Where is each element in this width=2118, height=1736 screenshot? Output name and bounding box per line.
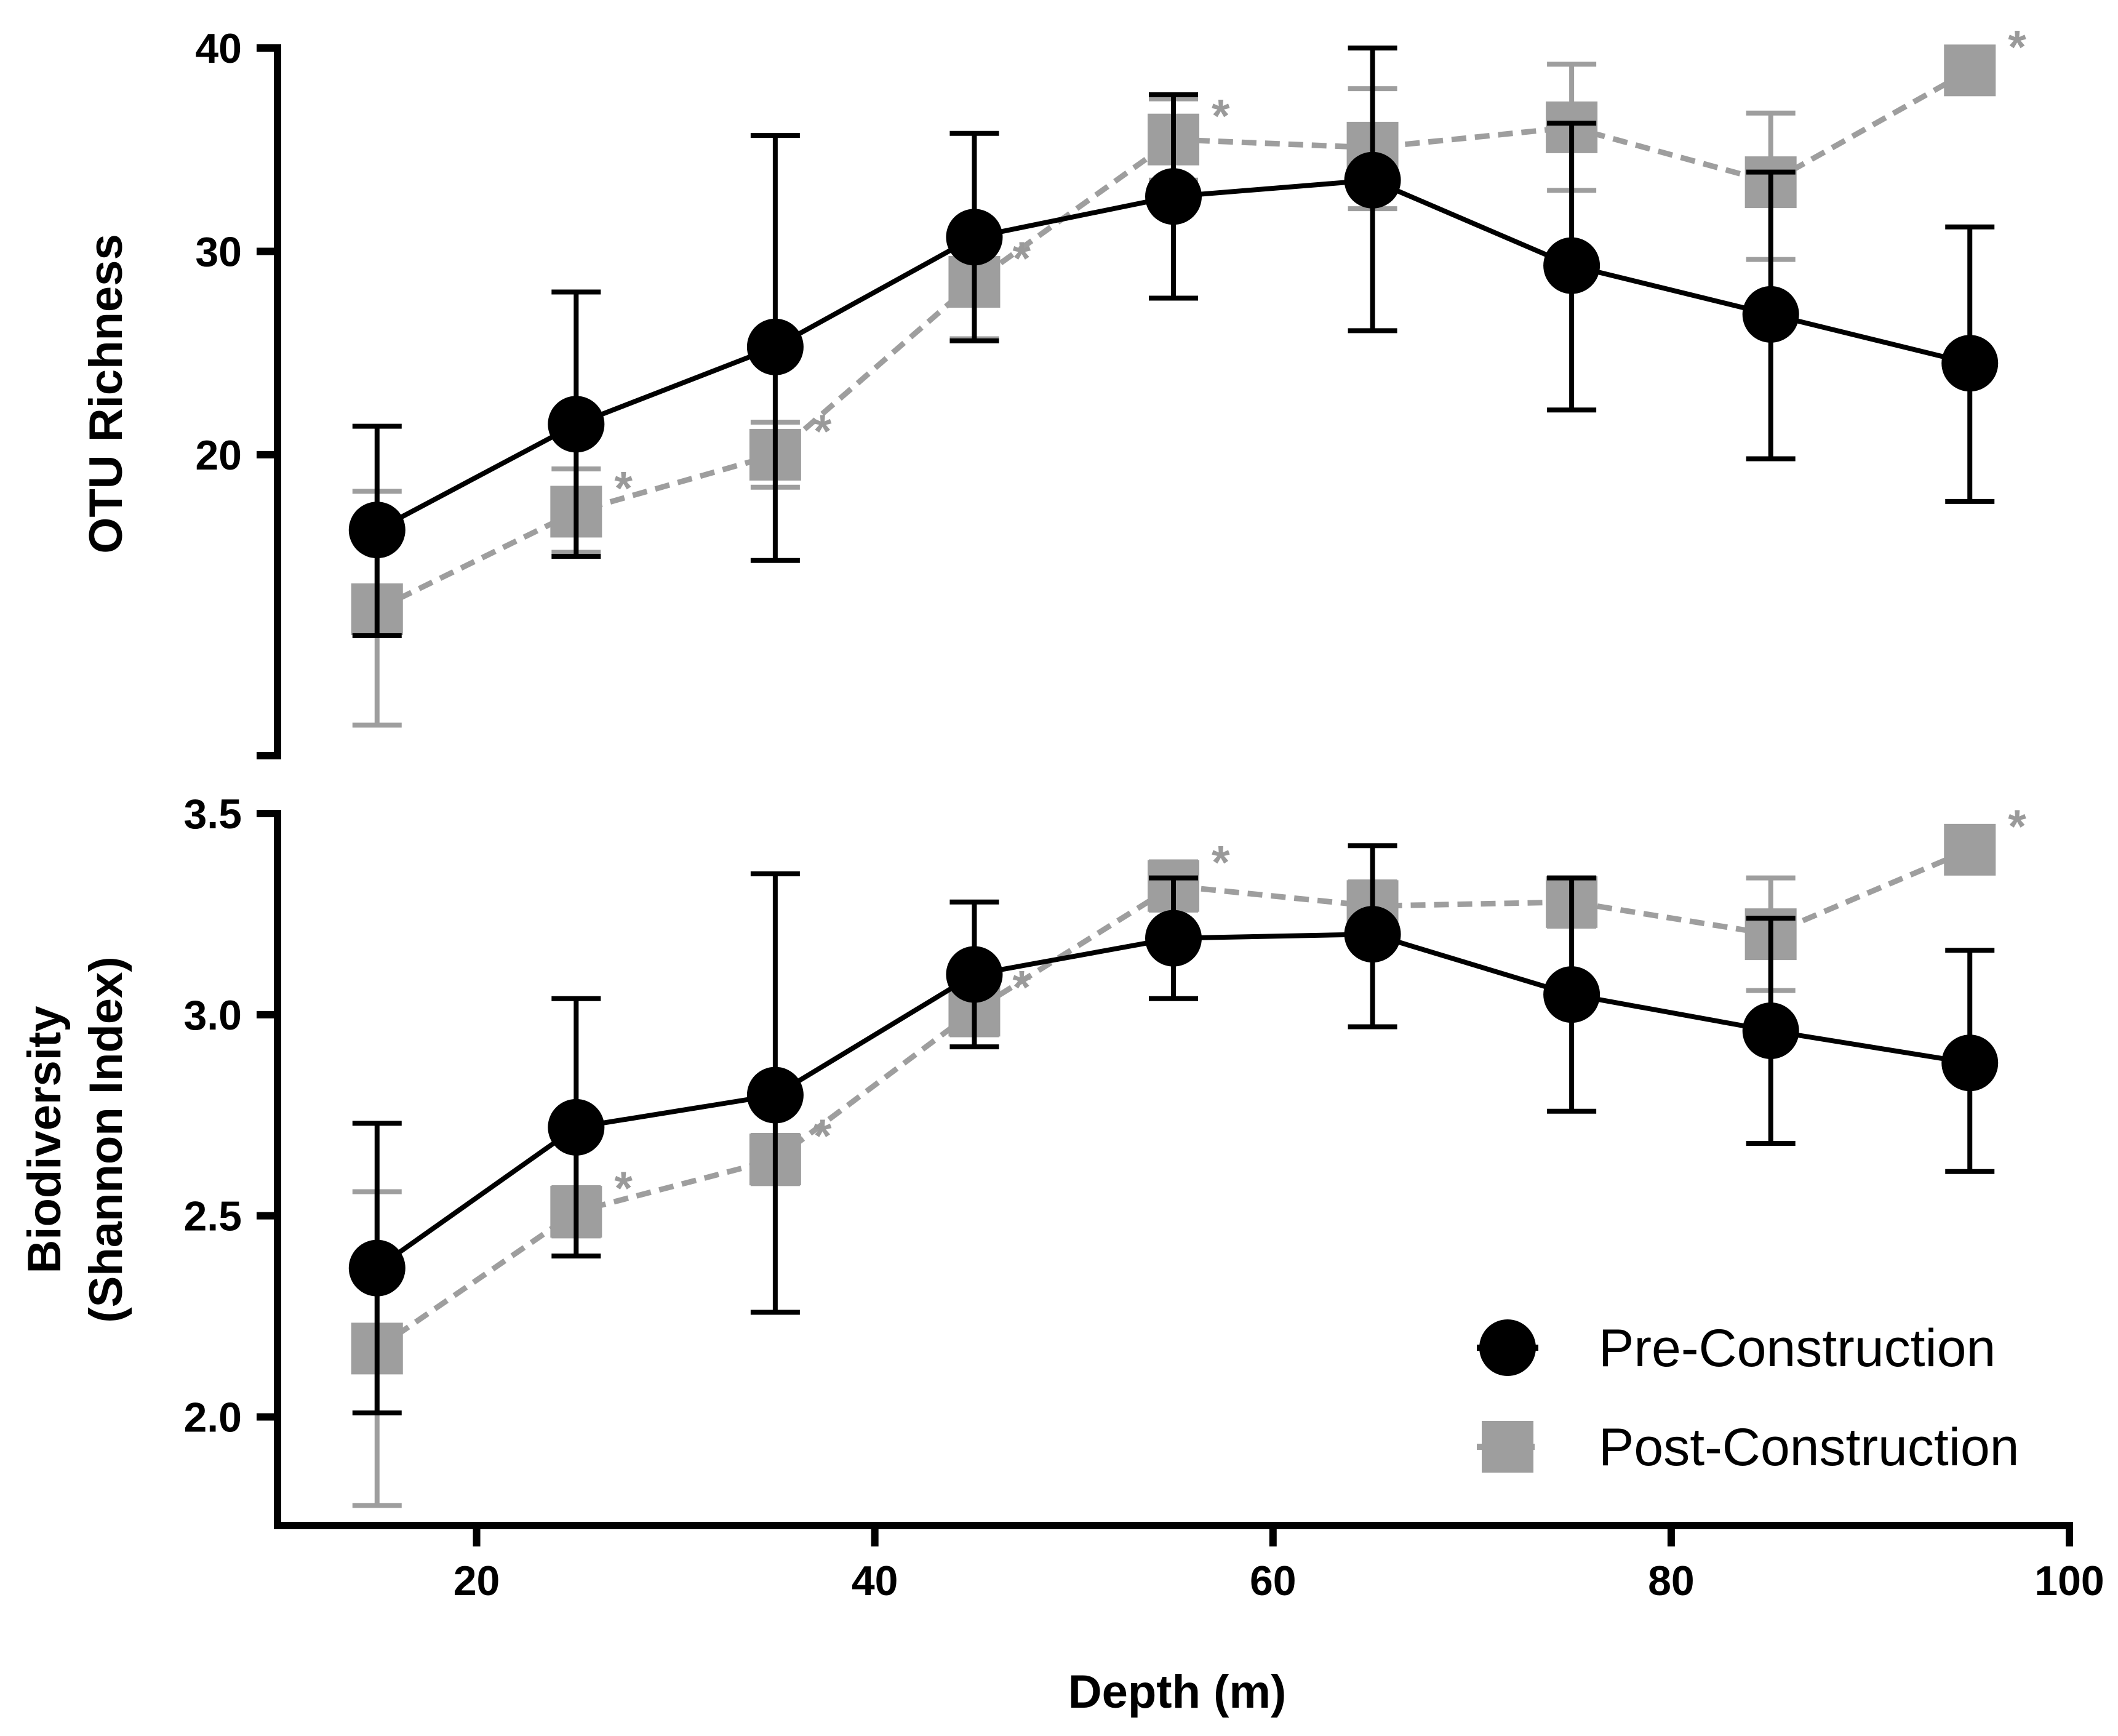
richness-significance-star: * xyxy=(2008,21,2026,73)
shannon-y-tick-label: 3.5 xyxy=(183,791,242,838)
x-tick-label: 100 xyxy=(2034,1558,2104,1604)
richness-pre-point xyxy=(1344,151,1401,209)
shannon-pre-point xyxy=(1344,906,1401,963)
shannon-y-tick-label: 2.5 xyxy=(183,1193,242,1240)
x-axis-title: Depth (m) xyxy=(1068,1666,1287,1718)
x-tick-label: 40 xyxy=(852,1558,898,1604)
richness-significance-star: * xyxy=(1012,233,1031,285)
richness-pre-point xyxy=(348,502,406,559)
shannon-pre-point xyxy=(548,1098,605,1156)
richness-pre-point xyxy=(1742,286,1799,343)
legend-pre-label: Pre-Construction xyxy=(1599,1319,1996,1378)
shannon-post-series: * * * * * xyxy=(351,801,2026,1508)
x-tick-label: 60 xyxy=(1250,1558,1297,1604)
richness-pre-point xyxy=(946,209,1003,266)
x-tick-label: 80 xyxy=(1648,1558,1695,1604)
data-series: * * * * * * * * * * xyxy=(348,21,2026,1508)
shannon-pre-point xyxy=(348,1239,406,1297)
legend-post-marker xyxy=(1482,1421,1533,1473)
shannon-y-tick-label: 2.0 xyxy=(183,1394,242,1441)
shannon-pre-point xyxy=(1742,1002,1799,1059)
shannon-y-tick-label: 3.0 xyxy=(183,992,242,1039)
shannon-y-axis-title-line1: Biodiversity xyxy=(18,1006,71,1273)
richness-post-series: * * * * * xyxy=(351,21,2026,728)
shannon-pre-point xyxy=(1543,966,1600,1023)
shannon-significance-star: * xyxy=(813,1110,832,1162)
richness-y-tick-label: 20 xyxy=(195,432,242,479)
shannon-post-line xyxy=(375,847,1971,1351)
shannon-significance-star: * xyxy=(1012,961,1031,1014)
shannon-significance-star: * xyxy=(2008,801,2026,853)
richness-significance-star: * xyxy=(614,462,633,514)
x-tick-label: 20 xyxy=(454,1558,500,1604)
shannon-significance-star: * xyxy=(1212,837,1230,889)
richness-pre-point xyxy=(1543,237,1600,294)
richness-y-axis-title: OTU Richness xyxy=(80,234,132,553)
richness-pre-point xyxy=(746,318,804,375)
richness-post-point xyxy=(1944,44,1996,97)
richness-y-tick-label: 40 xyxy=(195,25,242,72)
richness-significance-star: * xyxy=(813,406,832,458)
richness-pre-series xyxy=(348,46,1999,639)
richness-pre-point xyxy=(1145,168,1202,225)
legend: Pre-Construction Post-Construction xyxy=(1477,1319,2020,1477)
richness-y-tick-label: 30 xyxy=(195,228,242,275)
legend-post-label: Post-Construction xyxy=(1599,1418,2020,1477)
axes: 20 30 40 2.0 2.5 3.0 3.5 20 40 60 80 100 xyxy=(183,25,2104,1604)
richness-significance-star: * xyxy=(1212,90,1230,143)
shannon-post-point xyxy=(1944,823,1996,876)
richness-pre-point xyxy=(1941,335,1999,392)
shannon-pre-point xyxy=(946,946,1003,1003)
shannon-y-axis-title-line2: (Shannon Index) xyxy=(80,956,132,1322)
shannon-pre-point xyxy=(1941,1034,1999,1092)
shannon-significance-star: * xyxy=(614,1162,633,1215)
richness-pre-point xyxy=(548,396,605,453)
shannon-pre-series xyxy=(348,843,1999,1415)
shannon-pre-point xyxy=(746,1066,804,1124)
shannon-pre-point xyxy=(1145,910,1202,967)
legend-pre-marker xyxy=(1479,1319,1536,1376)
